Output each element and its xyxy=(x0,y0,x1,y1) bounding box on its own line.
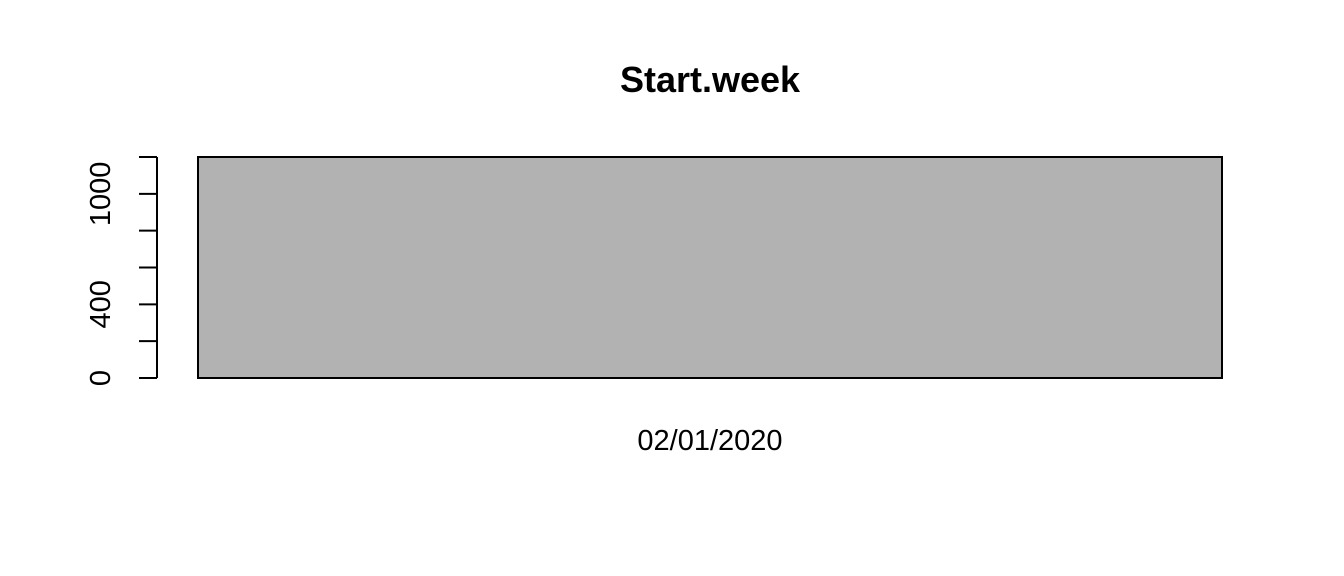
bar xyxy=(197,156,1223,379)
y-tick-label: 1000 xyxy=(85,162,117,227)
x-axis-labels: 02/01/2020 xyxy=(637,425,782,457)
y-tick-label: 0 xyxy=(85,370,117,386)
bars-group xyxy=(197,156,1223,379)
x-tick-label: 02/01/2020 xyxy=(637,425,782,457)
y-tick-label: 400 xyxy=(85,280,117,328)
y-axis: 0 400 1000 xyxy=(85,156,158,386)
chart-title: Start.week xyxy=(620,59,801,100)
